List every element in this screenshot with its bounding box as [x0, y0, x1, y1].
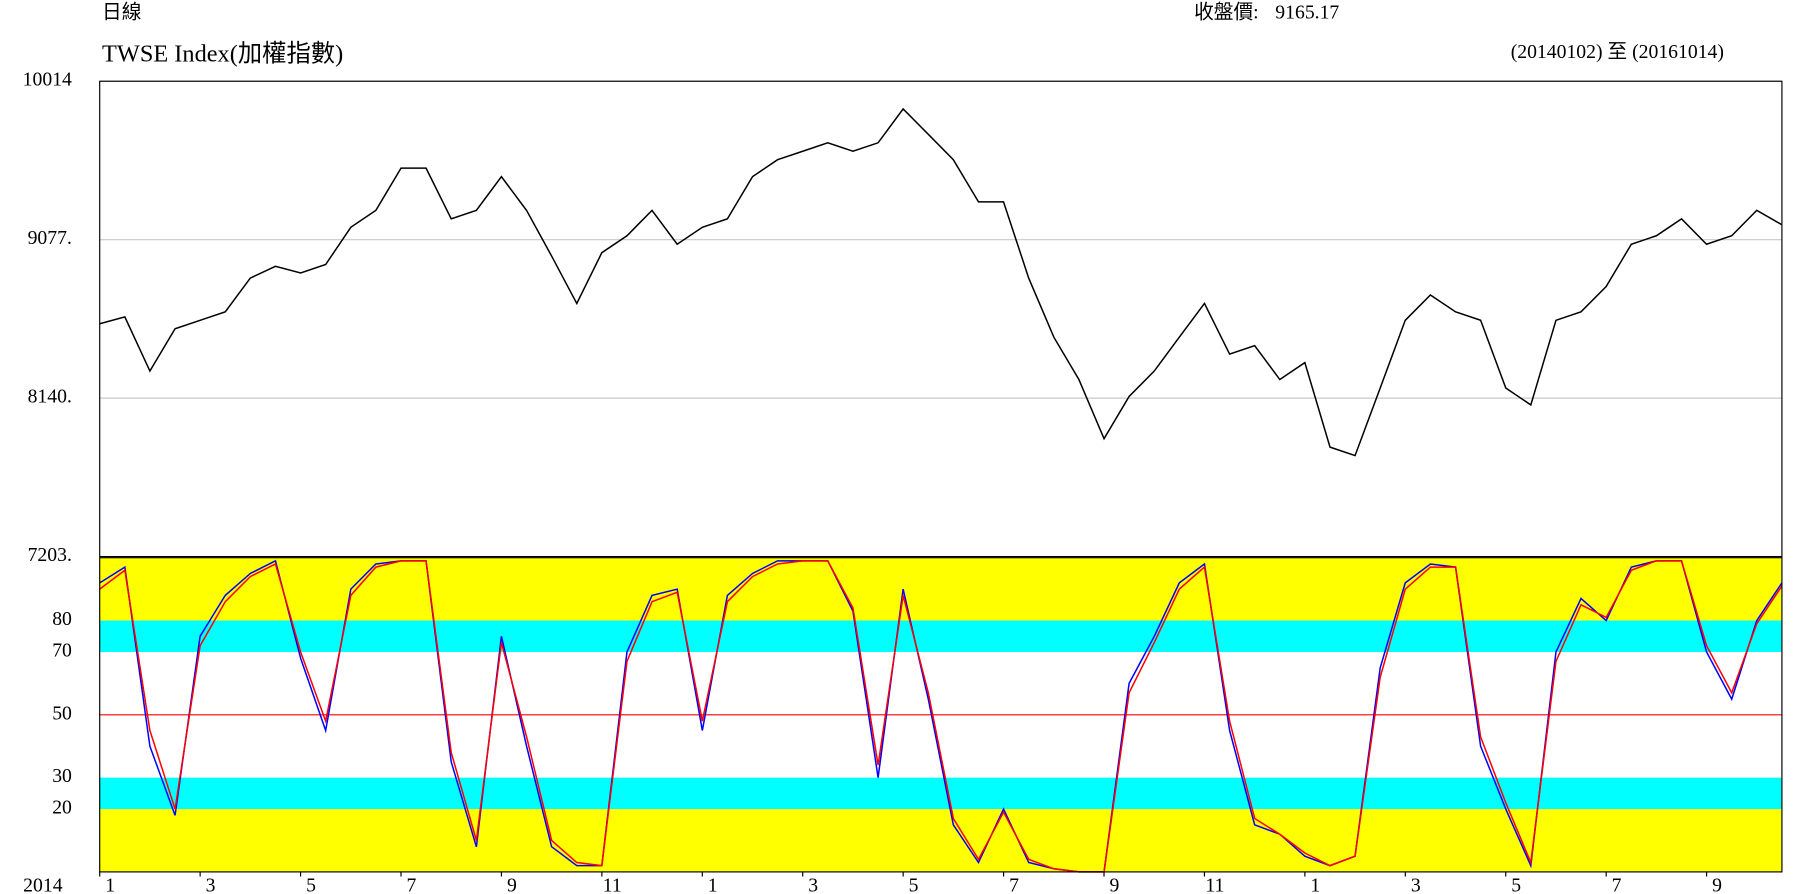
- x-axis-label: 2014: [23, 874, 63, 894]
- date-range: (20140102) 至 (20161014): [1511, 41, 1724, 63]
- x-tick-label: 7: [1009, 874, 1019, 894]
- x-tick-label: 1: [105, 874, 115, 894]
- series-line: [99, 107, 1783, 457]
- plot-frame: [99, 557, 1783, 873]
- x-tick-label: 5: [1511, 874, 1521, 894]
- x-tick-label: 9: [507, 874, 517, 894]
- x-tick-label: 7: [1612, 874, 1622, 894]
- x-tick-label: 11: [1205, 874, 1224, 894]
- y-tick-label: 20: [52, 797, 72, 819]
- y-tick-label: 8140.: [28, 386, 72, 408]
- series-line: [99, 560, 1783, 873]
- x-tick-label: 9: [1110, 874, 1120, 894]
- band: [99, 620, 1782, 652]
- y-tick-label: 50: [52, 702, 72, 724]
- period-label: 日線: [102, 1, 141, 23]
- x-tick-label: 3: [808, 874, 818, 894]
- x-tick-label: 7: [407, 874, 417, 894]
- x-tick-label: 9: [1712, 874, 1722, 894]
- y-tick-label: 80: [52, 608, 72, 630]
- y-tick-label: 70: [52, 639, 72, 661]
- y-tick-label: 30: [52, 765, 72, 787]
- y-tick-label: 10014: [23, 69, 72, 91]
- series-line: [99, 559, 1783, 873]
- band: [99, 809, 1782, 872]
- x-tick-label: 3: [206, 874, 216, 894]
- plot-frame: [99, 80, 1783, 558]
- y-tick-label: 7203.: [28, 544, 72, 566]
- band: [99, 777, 1782, 810]
- x-tick-label: 11: [603, 874, 622, 894]
- band: [99, 557, 1782, 621]
- close-label: 收盤價:: [1194, 1, 1259, 23]
- x-tick-label: 3: [1411, 874, 1421, 894]
- x-tick-label: 1: [708, 874, 718, 894]
- chart-title: TWSE Index(加權指數): [102, 40, 343, 67]
- x-tick-label: 5: [306, 874, 316, 894]
- x-tick-label: 1: [1310, 874, 1320, 894]
- y-tick-label: 9077.: [28, 227, 72, 249]
- x-tick-label: 5: [909, 874, 919, 894]
- close-value: 9165.17: [1275, 1, 1339, 23]
